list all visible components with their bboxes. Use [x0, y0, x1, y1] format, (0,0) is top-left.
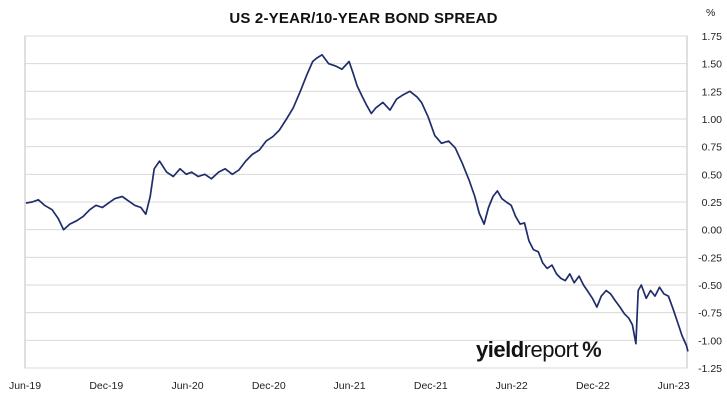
- y-tick-label: 0.00: [702, 225, 723, 237]
- gridlines: [25, 36, 687, 368]
- x-tick-label: Jun-19: [9, 380, 41, 392]
- x-tick-label: Dec-20: [252, 380, 286, 392]
- y-tick-label: -0.25: [698, 252, 722, 264]
- y-axis-labels: 1.75 1.50 1.25 1.00 0.75 0.50 0.25 0.00 -0.25 -0.…: [698, 31, 722, 375]
- logo-text-yield: yield: [476, 337, 524, 362]
- y-tick-label: -1.25: [698, 363, 722, 375]
- x-tick-label: Jun-21: [334, 380, 366, 392]
- y-tick-label: 0.25: [702, 197, 723, 209]
- y-tick-label: 1.00: [702, 114, 723, 126]
- yieldreport-logo: yieldreport%: [476, 337, 601, 363]
- y-tick-label: 1.25: [702, 86, 723, 98]
- x-tick-label: Jun-22: [496, 380, 528, 392]
- logo-text-report: report: [524, 337, 578, 362]
- x-tick-label: Dec-21: [414, 380, 448, 392]
- logo-percent-icon: %: [582, 337, 601, 362]
- x-tick-label: Dec-22: [576, 380, 610, 392]
- x-tick-label: Jun-20: [171, 380, 203, 392]
- y-tick-label: -0.50: [698, 280, 722, 292]
- y-tick-label: -1.00: [698, 335, 722, 347]
- y-tick-label: 1.75: [702, 31, 723, 43]
- y-tick-label: 0.75: [702, 142, 723, 154]
- x-axis-labels: Jun-19 Dec-19 Jun-20 Dec-20 Jun-21 Dec-21 Jun-…: [9, 380, 690, 392]
- x-tick-label: Dec-19: [89, 380, 123, 392]
- x-tick-label: Jun-23: [658, 380, 690, 392]
- spread-series-line: [26, 55, 688, 352]
- y-tick-label: -0.75: [698, 308, 722, 320]
- y-unit-label: %: [706, 7, 715, 19]
- y-tick-label: 1.50: [702, 59, 723, 71]
- y-tick-label: 0.50: [702, 169, 723, 181]
